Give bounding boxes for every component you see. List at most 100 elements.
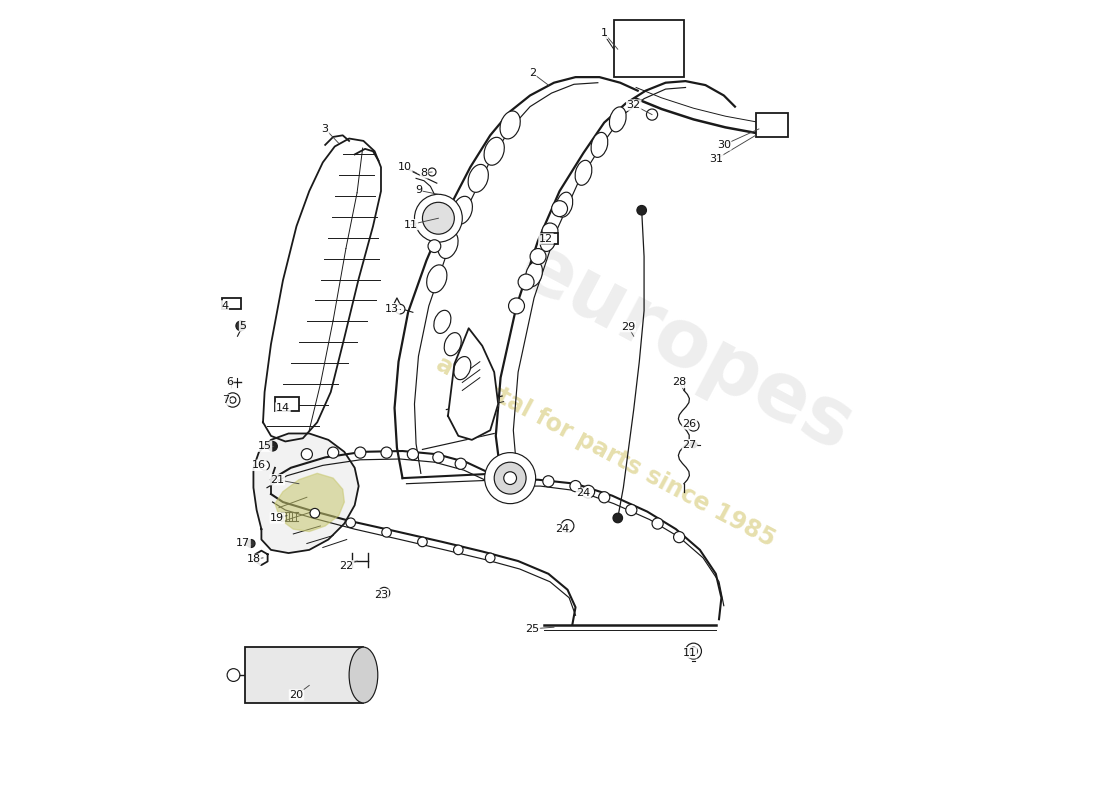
- Text: 4: 4: [221, 301, 229, 311]
- FancyBboxPatch shape: [245, 647, 363, 703]
- Circle shape: [652, 518, 663, 529]
- Text: 6: 6: [226, 378, 233, 387]
- Text: 8: 8: [420, 168, 428, 178]
- Text: 26: 26: [682, 419, 696, 429]
- Circle shape: [418, 537, 427, 546]
- Text: 7: 7: [222, 395, 229, 405]
- Ellipse shape: [500, 111, 520, 139]
- Circle shape: [570, 481, 581, 492]
- Circle shape: [381, 447, 393, 458]
- Text: 12: 12: [539, 234, 553, 244]
- FancyBboxPatch shape: [614, 20, 684, 77]
- Text: 3: 3: [321, 124, 329, 134]
- Circle shape: [301, 449, 312, 460]
- Circle shape: [647, 109, 658, 120]
- Ellipse shape: [438, 230, 458, 258]
- Circle shape: [637, 206, 647, 215]
- Text: 24: 24: [576, 488, 591, 498]
- Circle shape: [551, 201, 568, 217]
- Circle shape: [248, 539, 255, 547]
- Circle shape: [685, 643, 702, 659]
- Circle shape: [260, 461, 270, 470]
- Circle shape: [688, 420, 700, 431]
- Ellipse shape: [452, 196, 472, 224]
- Circle shape: [428, 240, 441, 253]
- Circle shape: [422, 202, 454, 234]
- Circle shape: [226, 393, 240, 407]
- Ellipse shape: [540, 226, 557, 251]
- Circle shape: [415, 194, 462, 242]
- Circle shape: [382, 527, 392, 537]
- Circle shape: [345, 518, 355, 527]
- FancyBboxPatch shape: [542, 234, 558, 244]
- Circle shape: [267, 442, 277, 451]
- Circle shape: [626, 505, 637, 515]
- Polygon shape: [448, 328, 498, 440]
- Text: 19: 19: [271, 513, 285, 523]
- Circle shape: [395, 304, 405, 314]
- Text: 21: 21: [271, 474, 285, 485]
- Text: 16: 16: [252, 460, 266, 470]
- Text: 18: 18: [246, 554, 261, 565]
- FancyBboxPatch shape: [275, 397, 299, 411]
- Text: 28: 28: [672, 378, 686, 387]
- Circle shape: [691, 442, 696, 448]
- Circle shape: [613, 514, 623, 522]
- Text: 24: 24: [554, 524, 569, 534]
- Text: 13: 13: [385, 304, 399, 314]
- Text: 30: 30: [717, 140, 730, 150]
- Ellipse shape: [526, 262, 542, 286]
- Circle shape: [561, 519, 574, 532]
- Circle shape: [227, 669, 240, 682]
- Text: 1: 1: [601, 28, 607, 38]
- Circle shape: [582, 486, 595, 498]
- Ellipse shape: [427, 265, 447, 293]
- Text: 20: 20: [289, 690, 304, 700]
- Text: 23: 23: [374, 590, 388, 599]
- Circle shape: [485, 553, 495, 562]
- Circle shape: [518, 274, 535, 290]
- Text: 2: 2: [529, 68, 536, 78]
- FancyBboxPatch shape: [756, 113, 788, 137]
- FancyBboxPatch shape: [221, 298, 242, 309]
- Text: 17: 17: [236, 538, 250, 549]
- Ellipse shape: [469, 165, 488, 192]
- Text: 11: 11: [682, 648, 696, 658]
- Circle shape: [230, 397, 235, 403]
- Circle shape: [328, 447, 339, 458]
- Text: europes: europes: [505, 227, 866, 469]
- Circle shape: [598, 492, 609, 503]
- Circle shape: [542, 476, 554, 487]
- Circle shape: [310, 509, 320, 518]
- Circle shape: [485, 453, 536, 504]
- Polygon shape: [275, 474, 344, 531]
- Circle shape: [530, 249, 546, 265]
- Circle shape: [407, 449, 418, 460]
- Text: 10: 10: [398, 162, 411, 172]
- Circle shape: [354, 447, 366, 458]
- Circle shape: [494, 462, 526, 494]
- Circle shape: [378, 587, 389, 598]
- Text: 14: 14: [276, 403, 290, 413]
- Ellipse shape: [556, 192, 573, 217]
- Text: 9: 9: [415, 186, 422, 195]
- Text: 29: 29: [621, 322, 636, 332]
- Polygon shape: [253, 434, 359, 553]
- Ellipse shape: [484, 138, 504, 166]
- Circle shape: [455, 458, 466, 470]
- Polygon shape: [255, 550, 267, 565]
- Circle shape: [542, 223, 558, 239]
- Circle shape: [508, 298, 525, 314]
- Circle shape: [432, 452, 444, 463]
- Ellipse shape: [349, 647, 377, 703]
- Circle shape: [428, 168, 436, 176]
- Text: 32: 32: [627, 100, 641, 110]
- Polygon shape: [263, 138, 381, 442]
- Circle shape: [690, 647, 697, 655]
- Circle shape: [504, 472, 517, 485]
- Circle shape: [235, 321, 245, 330]
- Text: 11: 11: [404, 220, 418, 230]
- Circle shape: [673, 531, 684, 542]
- Text: 31: 31: [708, 154, 723, 164]
- Text: 5: 5: [240, 321, 246, 331]
